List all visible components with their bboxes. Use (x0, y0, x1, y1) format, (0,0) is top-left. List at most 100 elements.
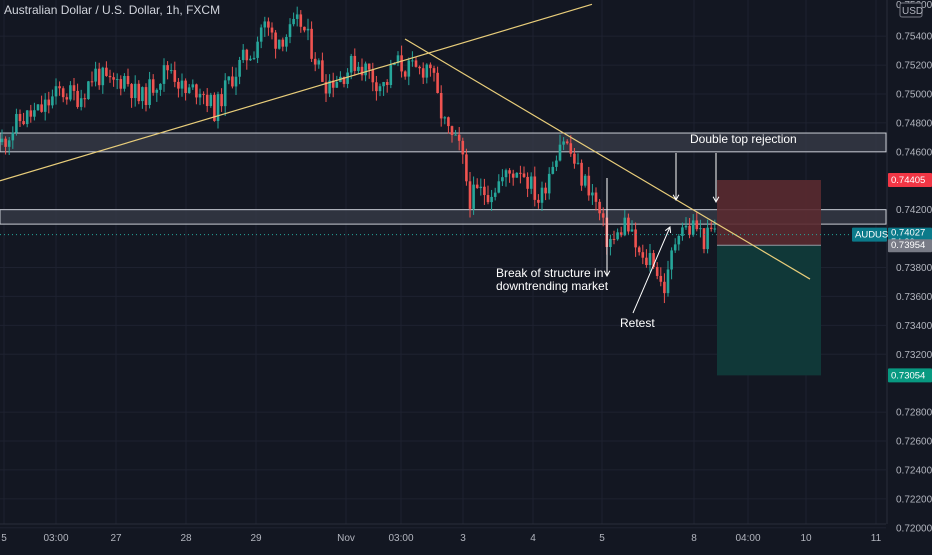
candle-body (681, 227, 684, 236)
candle-body (342, 76, 346, 84)
candle-body (87, 81, 90, 100)
x-tick-label: 4 (530, 533, 536, 544)
candle-body (7, 140, 11, 147)
candle-body (504, 170, 508, 178)
candle-body (331, 80, 335, 88)
currency-label: USD (902, 6, 923, 17)
candle-body (382, 82, 385, 87)
horizontal-zone-2 (0, 209, 887, 225)
candle-body (533, 176, 537, 200)
candle-body (346, 72, 349, 84)
candle-body (274, 32, 277, 49)
candle-body (54, 86, 58, 97)
current-price-tag-bg (888, 227, 932, 240)
candle-body (461, 140, 465, 155)
candle-body (144, 87, 148, 105)
candle-body (569, 143, 573, 154)
x-tick-label: 28 (180, 533, 192, 544)
candle-body (396, 55, 400, 63)
candle-body (227, 76, 231, 81)
x-tick-label: 10 (800, 533, 812, 544)
candle-body (241, 49, 245, 61)
candle-body (33, 110, 36, 117)
candle-body (418, 66, 421, 69)
candle-body (234, 76, 238, 87)
candle-body (641, 252, 645, 258)
x-tick-label: 27 (110, 533, 122, 544)
candle-body (76, 90, 79, 107)
candle-body (576, 162, 580, 164)
candle-body (277, 39, 281, 49)
candle-body (249, 58, 252, 61)
y-tick-label: 0.73800 (896, 263, 932, 274)
candle-body (51, 96, 54, 106)
y-tick-label: 0.72800 (896, 408, 932, 419)
annotation-text: Retest (620, 316, 655, 330)
candle-body (295, 14, 299, 19)
candle-body (587, 175, 591, 196)
y-tick-label: 0.74200 (896, 205, 932, 216)
candle-body (130, 84, 133, 99)
candle-body (285, 37, 288, 47)
candle-body (353, 55, 357, 71)
double-top-arrow-1-head (672, 194, 680, 202)
candle-body (627, 217, 630, 232)
candle-body (540, 187, 544, 203)
candle-body (360, 66, 364, 76)
candle-body (414, 60, 418, 67)
candle-body (450, 126, 454, 135)
candle-body (22, 121, 25, 125)
candle-body (490, 196, 493, 203)
candle-body (439, 92, 443, 119)
candle-body (648, 253, 652, 266)
candle-body (18, 113, 22, 122)
candle-body (475, 184, 479, 189)
candle-body (421, 68, 425, 78)
candle-body (58, 86, 61, 89)
candle-body (79, 98, 83, 107)
annotation-text: Break of structure in (496, 266, 603, 280)
candle-body (429, 64, 432, 69)
candle-body (688, 225, 691, 235)
y-tick-label: 0.74800 (896, 118, 932, 129)
candle-body (670, 250, 673, 270)
candle-body (349, 55, 353, 73)
x-tick-label: 3 (460, 533, 466, 544)
candle-body (202, 93, 205, 95)
candle-body (105, 67, 108, 76)
double-top-arrow-2-head (712, 196, 720, 204)
candle-body (659, 275, 663, 282)
x-tick-label: 03:00 (388, 533, 413, 544)
candle-body (151, 79, 155, 93)
candle-body (162, 65, 166, 84)
candle-body (634, 229, 637, 248)
candle-body (191, 84, 195, 88)
candle-body (389, 64, 393, 86)
candle-body (184, 80, 187, 94)
candle-body (198, 93, 202, 98)
candle-body (213, 94, 216, 121)
current-price-tag: 0.74027 (891, 228, 925, 239)
candle-body (155, 89, 159, 93)
candle-body (328, 80, 331, 94)
y-tick-label: 0.72200 (896, 494, 932, 505)
candle-body (493, 192, 497, 197)
symbol-tag-bg (852, 227, 887, 242)
candle-body (216, 94, 220, 121)
entry-price-tag: 0.73954 (891, 240, 925, 251)
candle-body (529, 176, 533, 189)
candle-body (583, 175, 587, 186)
candle-body (83, 98, 87, 100)
candle-body (598, 201, 601, 214)
candle-body (94, 68, 97, 82)
candle-body (544, 187, 547, 194)
candle-body (324, 81, 328, 94)
candle-body (137, 83, 141, 102)
candle-body (267, 21, 270, 28)
candle-body (141, 87, 144, 102)
candle-body (695, 220, 699, 230)
y-tick-label: 0.74600 (896, 147, 932, 158)
candle-body (375, 82, 378, 92)
candle-body (195, 84, 198, 98)
